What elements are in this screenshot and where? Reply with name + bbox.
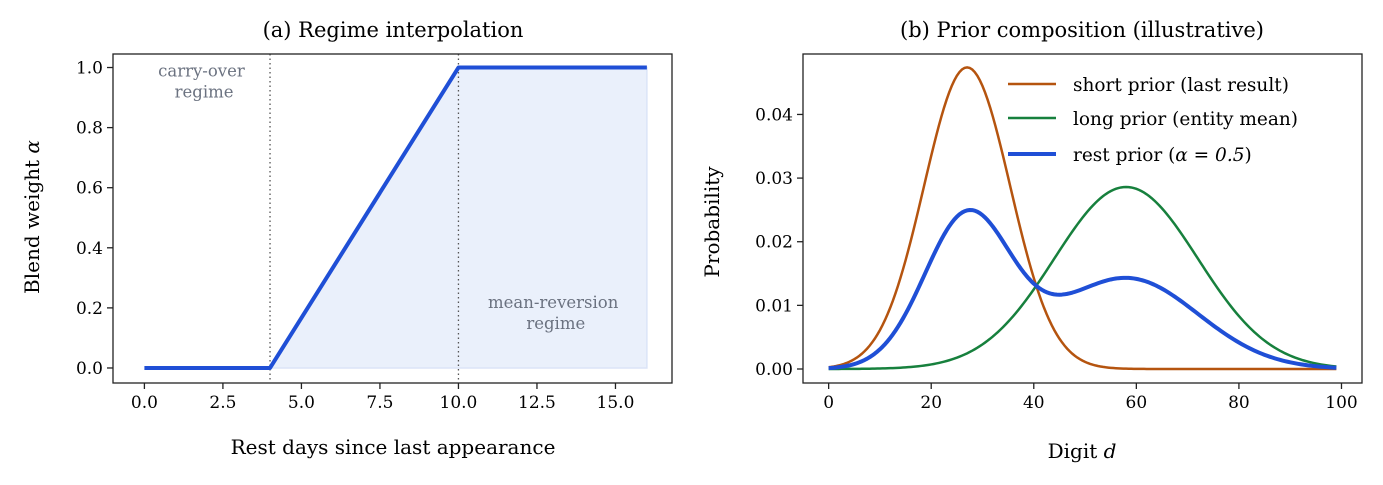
y-tick-label: 1.0: [76, 59, 103, 79]
y-tick-label: 0.6: [76, 179, 103, 199]
panel-a-y-ticks: 0.0 0.2 0.4 0.6 0.8 1.0: [76, 59, 113, 379]
panel-a-x-ticks: 0.0 2.5 5.0 7.5 10.0 12.5 15.0: [131, 383, 635, 413]
x-tick-label: 5.0: [288, 393, 315, 413]
legend-label-rest-prior: rest prior (α = 0.5): [1073, 145, 1252, 166]
panel-a-x-label: Rest days since last appearance: [231, 435, 556, 459]
y-tick-label: 0.8: [76, 119, 103, 139]
rest-prior-curve: [828, 207, 1337, 371]
panel-b-y-label: Probability: [700, 166, 724, 278]
x-tick-label: 15.0: [597, 393, 635, 413]
x-tick-label: 2.5: [209, 393, 236, 413]
x-tick-label: 60: [1126, 393, 1148, 413]
y-tick-label: 0.0: [76, 359, 103, 379]
carry-over-annotation: carry-over regime: [158, 62, 250, 102]
x-tick-label: 12.5: [518, 393, 556, 413]
x-tick-label: 10.0: [440, 393, 478, 413]
panel-b-y-ticks: 0.00 0.01 0.02 0.03 0.04: [755, 105, 803, 380]
panel-b-title: (b) Prior composition (illustrative): [900, 18, 1264, 42]
panel-b: (b) Prior composition (illustrative) 0 20…: [700, 18, 1363, 463]
panel-a: (a) Regime interpolation carry-over regi…: [20, 18, 673, 459]
legend-label-long-prior: long prior (entity mean): [1073, 109, 1298, 130]
panel-a-y-label: Blend weight α: [20, 140, 44, 294]
mean-reversion-annotation: mean-reversion regime: [488, 293, 624, 333]
x-tick-label: 40: [1023, 393, 1045, 413]
panel-b-axes-frame: [802, 53, 1363, 384]
x-tick-label: 100: [1325, 393, 1357, 413]
panel-b-x-ticks: 0 20 40 60 80 100: [823, 383, 1358, 413]
y-tick-label: 0.02: [755, 233, 793, 253]
long-prior-curve: [828, 185, 1337, 371]
panel-a-title: (a) Regime interpolation: [263, 18, 524, 42]
y-tick-label: 0.03: [755, 169, 793, 189]
x-tick-label: 0.0: [131, 393, 158, 413]
y-tick-label: 0.04: [755, 105, 793, 125]
x-tick-label: 20: [920, 393, 942, 413]
panel-a-axes-frame: [112, 53, 673, 384]
y-tick-label: 0.2: [76, 299, 103, 319]
y-tick-label: 0.01: [755, 296, 793, 316]
x-tick-label: 7.5: [366, 393, 393, 413]
x-tick-label: 80: [1228, 393, 1250, 413]
short-prior-curve: [828, 66, 1337, 371]
panel-b-legend: short prior (last result) long prior (en…: [1008, 75, 1298, 166]
y-tick-label: 0.4: [76, 239, 103, 259]
x-tick-label: 0: [823, 393, 834, 413]
blend-weight-line: [144, 65, 647, 370]
panel-b-x-label: Digit d: [1048, 439, 1117, 463]
legend-label-short-prior: short prior (last result): [1073, 75, 1289, 96]
y-tick-label: 0.00: [755, 360, 793, 380]
